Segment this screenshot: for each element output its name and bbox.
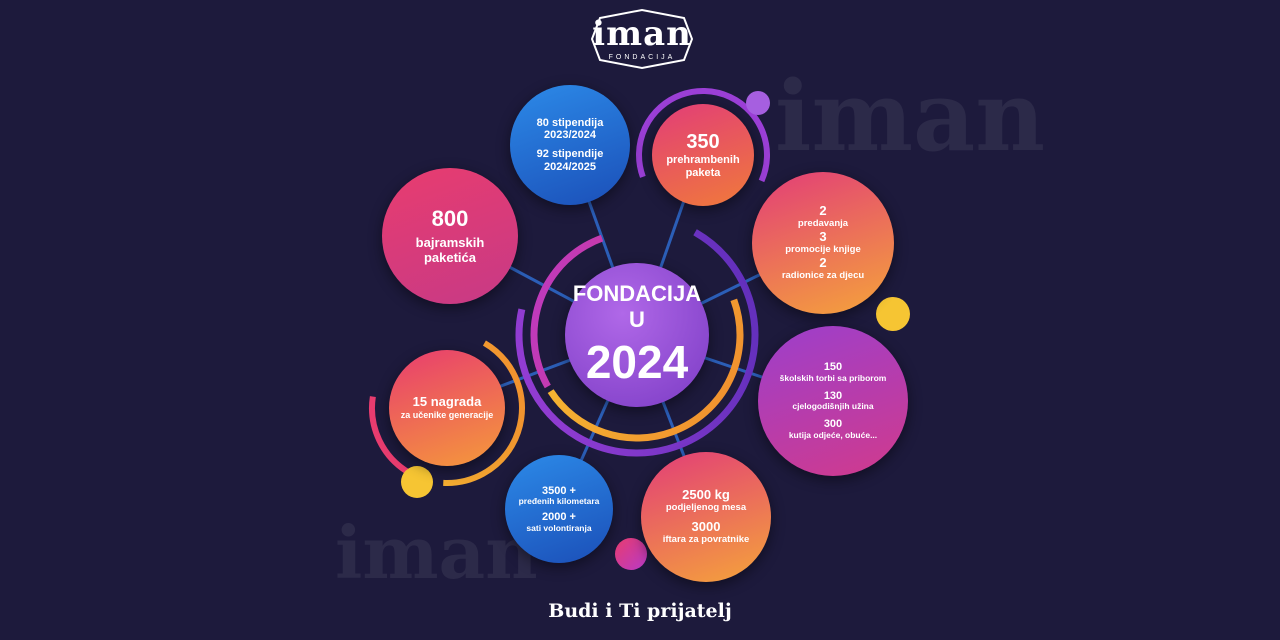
events-n2: 3 [819, 229, 827, 245]
events-t2: promocije knjige [785, 244, 861, 255]
scholarships-line3: 92 stipendije [536, 148, 604, 160]
volunteer-t2: sati volontiranja [526, 522, 592, 533]
food-line2: paketa [685, 166, 721, 179]
circle-events: 2 predavanja 3 promocije knjige 2 radion… [752, 172, 894, 314]
school-t2: cjelogodišnjih užina [792, 401, 874, 412]
food-line1: prehrambenih [666, 153, 740, 166]
events-n1: 2 [819, 203, 827, 219]
center-circle: FONDACIJA U 2024 [565, 263, 709, 407]
events-t3: radionice za djecu [781, 269, 865, 281]
decorative-dot-pink [615, 538, 647, 570]
center-title: FONDACIJA U [572, 281, 702, 332]
decorative-dot-yellow-right [876, 297, 910, 331]
school-n1: 150 [823, 361, 843, 374]
iman-logo: iman FONDACIJA [590, 8, 694, 70]
volunteer-n1: 3500 + [542, 484, 576, 497]
logo-frame-icon [590, 8, 694, 70]
scholarships-line4: 2024/2025 [544, 160, 596, 173]
awards-line2: za učenike generacije [400, 410, 494, 421]
school-t1: školskih torbi sa priborom [779, 373, 887, 384]
watermark-logo-bottom-left: iman [335, 510, 538, 595]
volunteer-n2: 2000 + [542, 511, 576, 523]
meat-t2: iftara za povratnike [662, 533, 750, 545]
scholarships-line1: 80 stipendija [536, 116, 604, 129]
school-n2: 130 [823, 389, 843, 402]
circle-volunteering: 3500 + pređenih kilometara 2000 + sati v… [505, 455, 613, 563]
awards-line1: 15 nagrada [412, 394, 482, 410]
meat-n2: 3000 [691, 519, 721, 534]
logo-name: iman [592, 14, 692, 54]
circle-school-supplies: 150 školskih torbi sa priborom 130 cjelo… [758, 326, 908, 476]
school-t3: kutija odjeće, obuće... [788, 429, 878, 440]
scholarships-line2: 2023/2024 [544, 129, 596, 142]
volunteer-t1: pređenih kilometara [518, 496, 600, 507]
bajram-line1: bajramskih [415, 234, 485, 250]
circle-bajram-packages: 800 bajramskih paketića [382, 168, 518, 304]
footer-slogan: Budi i Ti prijatelj [548, 600, 732, 622]
food-number: 350 [686, 130, 720, 153]
events-n3: 2 [819, 254, 827, 270]
meat-n1: 2500 kg [682, 487, 730, 503]
circle-scholarships: 80 stipendija 2023/2024 92 stipendije 20… [510, 85, 630, 205]
events-t1: predavanja [797, 218, 849, 230]
circle-meat-iftar: 2500 kg podjeljenog mesa 3000 iftara za … [641, 452, 771, 582]
watermark-logo-top-right: iman [775, 60, 1046, 173]
bajram-line2: paketića [423, 249, 477, 265]
decorative-dot-purple [746, 91, 770, 115]
decorative-dot-yellow-left [401, 466, 433, 498]
logo-subtitle: FONDACIJA [608, 54, 676, 61]
circle-food-packages: 350 prehrambenih paketa [652, 104, 754, 206]
circle-awards: 15 nagrada za učenike generacije [389, 350, 505, 466]
school-n3: 300 [823, 418, 843, 431]
center-year: 2024 [585, 335, 689, 388]
bajram-number: 800 [431, 206, 469, 232]
meat-t1: podjeljenog mesa [665, 502, 747, 514]
